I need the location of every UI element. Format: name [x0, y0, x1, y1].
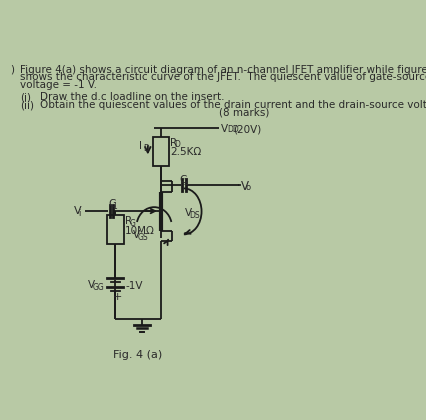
Text: Figure 4(a) shows a circuit diagram of an n-channel JFET amplifier while figure : Figure 4(a) shows a circuit diagram of a…: [20, 65, 426, 75]
Text: 10MΩ: 10MΩ: [125, 226, 155, 236]
Text: (i): (i): [20, 92, 31, 102]
Text: C: C: [108, 199, 115, 209]
Text: (8 marks): (8 marks): [219, 107, 270, 117]
Bar: [107, 215, 124, 244]
Text: DD: DD: [227, 126, 239, 134]
Text: Fig. 4 (a): Fig. 4 (a): [113, 349, 163, 360]
Text: 2.5KΩ: 2.5KΩ: [170, 147, 201, 157]
Text: Draw the d.c loadline on the insert.: Draw the d.c loadline on the insert.: [40, 92, 224, 102]
Text: V: V: [74, 206, 82, 216]
Text: GG: GG: [92, 283, 104, 292]
Text: V: V: [89, 280, 95, 290]
Text: o: o: [245, 183, 250, 192]
Text: GS: GS: [137, 233, 148, 242]
Text: V: V: [185, 208, 193, 218]
Text: I: I: [138, 141, 141, 151]
Text: −: −: [109, 276, 118, 286]
Text: 1: 1: [112, 202, 117, 211]
Text: i: i: [78, 209, 81, 218]
Text: V: V: [222, 124, 228, 134]
Text: voltage = -1 V.: voltage = -1 V.: [20, 80, 97, 90]
Text: V: V: [240, 180, 248, 193]
Text: G: G: [130, 219, 135, 228]
Text: V: V: [133, 230, 140, 240]
Text: R: R: [125, 216, 132, 226]
Text: ): ): [11, 65, 14, 75]
Text: DS: DS: [190, 211, 200, 220]
Text: -1V: -1V: [125, 281, 143, 291]
Text: R: R: [170, 138, 178, 148]
Text: 2: 2: [183, 178, 188, 187]
Bar: [153, 137, 169, 166]
Text: (20V): (20V): [233, 124, 262, 134]
Text: D: D: [175, 139, 181, 149]
Text: D: D: [143, 144, 149, 153]
Text: C: C: [179, 175, 186, 185]
Text: +: +: [112, 292, 122, 302]
Text: Obtain the quiescent values of the drain current and the drain-source voltage.: Obtain the quiescent values of the drain…: [40, 100, 426, 110]
Text: shows the characteristic curve of the JFET.  The quiescent value of gate-source: shows the characteristic curve of the JF…: [20, 72, 426, 82]
Text: (ii): (ii): [20, 100, 34, 110]
